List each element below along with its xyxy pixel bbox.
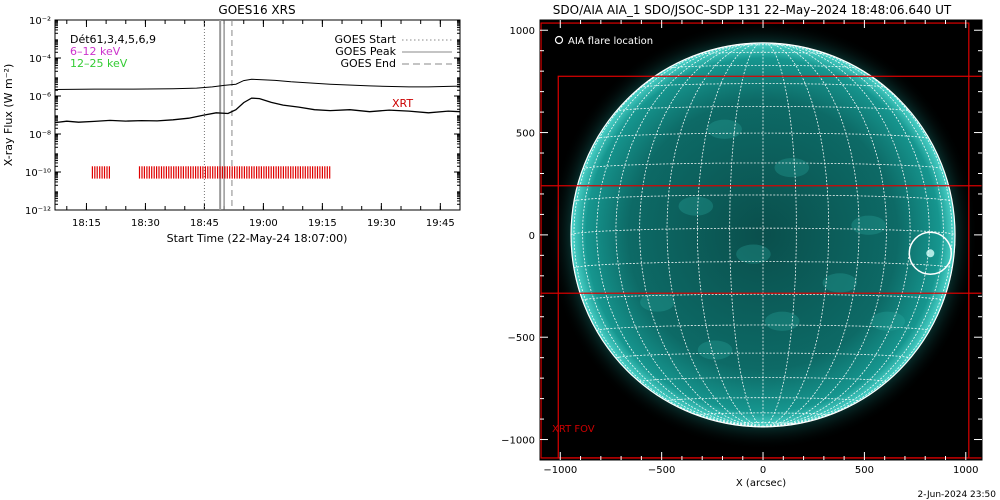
- goes-plot-area: [54, 19, 461, 211]
- active-region-glow: [870, 311, 906, 331]
- legend-goes-end: GOES End: [340, 57, 396, 70]
- grid-line: [762, 42, 930, 428]
- xrt-fov-box: [540, 185, 982, 294]
- legend-goes-start: GOES Start: [335, 33, 397, 46]
- grid-line: [762, 42, 860, 428]
- aia-x-tick-label: 0: [760, 465, 766, 476]
- active-region-glow: [640, 292, 675, 312]
- grid-line: [697, 51, 829, 55]
- grid-line: [762, 42, 911, 428]
- goes-y-tick-label: 10⁻⁶: [29, 92, 51, 103]
- goes-x-tick-label: 18:30: [131, 218, 160, 229]
- goes-x-tick-label: 18:15: [72, 218, 101, 229]
- grid-line: [729, 42, 764, 428]
- grid-line: [596, 132, 930, 140]
- goes-series-line-1: [54, 78, 461, 90]
- goes-x-axis-label: Start Time (22-May-24 18:07:00): [167, 232, 348, 245]
- goes-legend-left: Dét61,3,4,5,6,9 6–12 keV 12–25 keV: [70, 33, 156, 70]
- aia-axis-ticks: −1000 −500 0 500 1000 1000 500 0 −500 −1000: [501, 20, 982, 476]
- aia-y-tick-label: 500: [516, 129, 535, 140]
- flare-legend-marker: [554, 35, 564, 45]
- grid-line: [762, 42, 797, 428]
- goes-x-tick-label: 19:00: [249, 218, 278, 229]
- goes-panel: GOES16 XRS Start Time (22-May-24 18:07:0…: [2, 3, 461, 245]
- footer-timestamp: 2-Jun-2024 23:50: [918, 490, 997, 500]
- active-region-glow: [697, 340, 733, 360]
- goes-x-tick-label: 18:45: [190, 218, 219, 229]
- goes-title: GOES16 XRS: [218, 3, 295, 17]
- grid-line: [582, 293, 944, 301]
- aia-image: [540, 20, 982, 459]
- active-region-glow: [678, 196, 714, 216]
- flare-bright-spot: [926, 249, 935, 258]
- grid-line: [666, 42, 764, 428]
- xrt-label: XRT: [392, 97, 413, 110]
- legend-detectors: Dét61,3,4,5,6,9: [70, 33, 156, 46]
- aia-y-tick-label: −1000: [501, 436, 535, 447]
- goes-x-tick-label: 19:30: [367, 218, 396, 229]
- goes-x-ticks: 18:15 18:30 18:45 19:00 19:15 19:30 19:45: [66, 20, 461, 229]
- grid-line: [762, 42, 887, 428]
- grid-line: [596, 42, 764, 428]
- grid-line: [639, 42, 764, 428]
- goes-y-tick-label: 10⁻⁴: [29, 54, 51, 65]
- aia-legend-label: AIA flare location: [568, 36, 653, 47]
- legend-12-25-kev: 12–25 keV: [70, 57, 128, 70]
- goes-legend-right: GOES Start GOES Peak GOES End: [335, 33, 452, 70]
- legend-6-12-kev: 6–12 keV: [70, 45, 121, 58]
- active-region-glow: [822, 273, 858, 293]
- solar-disk: [571, 42, 956, 427]
- goes-x-tick-label: 19:45: [426, 218, 455, 229]
- goes-series-line-2: [54, 97, 461, 124]
- flare-location-circle: [908, 231, 953, 276]
- grid-line: [697, 42, 764, 428]
- aia-y-tick-label: −500: [508, 333, 535, 344]
- heliographic-grid: [570, 42, 956, 428]
- aia-title: SDO/AIA AIA_1 SDO/JSOC–SDP 131 22–May–20…: [553, 3, 952, 17]
- active-region-glow: [851, 215, 886, 235]
- goes-y-ticks: 10⁻² 10⁻⁴ 10⁻⁶ 10⁻⁸ 10⁻¹⁰ 10⁻¹²: [25, 16, 460, 217]
- legend-goes-peak: GOES Peak: [335, 45, 396, 58]
- aia-plot-frame: [539, 19, 983, 461]
- aia-panel: SDO/AIA AIA_1 SDO/JSOC–SDP 131 22–May–20…: [501, 3, 983, 489]
- goes-x-tick-label: 19:15: [308, 218, 337, 229]
- grid-line: [697, 412, 830, 416]
- active-region-glow: [764, 311, 800, 331]
- xrt-fov-label: XRT FOV: [552, 424, 595, 435]
- grid-line: [573, 46, 764, 428]
- active-region-glow: [707, 119, 742, 139]
- aia-x-tick-label: −1000: [543, 465, 577, 476]
- aia-legend: AIA flare location: [554, 35, 653, 47]
- grid-line: [582, 162, 944, 170]
- aia-x-tick-label: 1000: [953, 465, 978, 476]
- aia-x-tick-label: 500: [855, 465, 874, 476]
- goes-y-tick-label: 10⁻¹⁰: [25, 168, 51, 179]
- grid-line: [615, 42, 764, 428]
- aia-x-tick-label: −500: [648, 465, 675, 476]
- aia-y-tick-label: 1000: [510, 26, 535, 37]
- aia-x-axis-label: X (arcsec): [736, 478, 786, 489]
- solar-limb: [570, 42, 956, 428]
- goes-series: [54, 78, 461, 124]
- goes-y-tick-label: 10⁻¹²: [25, 206, 51, 217]
- grid-line: [762, 46, 953, 428]
- goes-y-axis-label: X-ray Flux (W m⁻²): [2, 64, 15, 166]
- goes-y-tick-label: 10⁻²: [29, 16, 51, 27]
- active-region-glow: [774, 158, 810, 178]
- active-region-glow: [736, 244, 771, 264]
- xrt-fov-box: [557, 75, 982, 459]
- goes-y-tick-label: 10⁻⁸: [29, 130, 51, 141]
- xrt-observation-marks: [91, 166, 331, 179]
- aia-y-tick-label: 0: [529, 231, 535, 242]
